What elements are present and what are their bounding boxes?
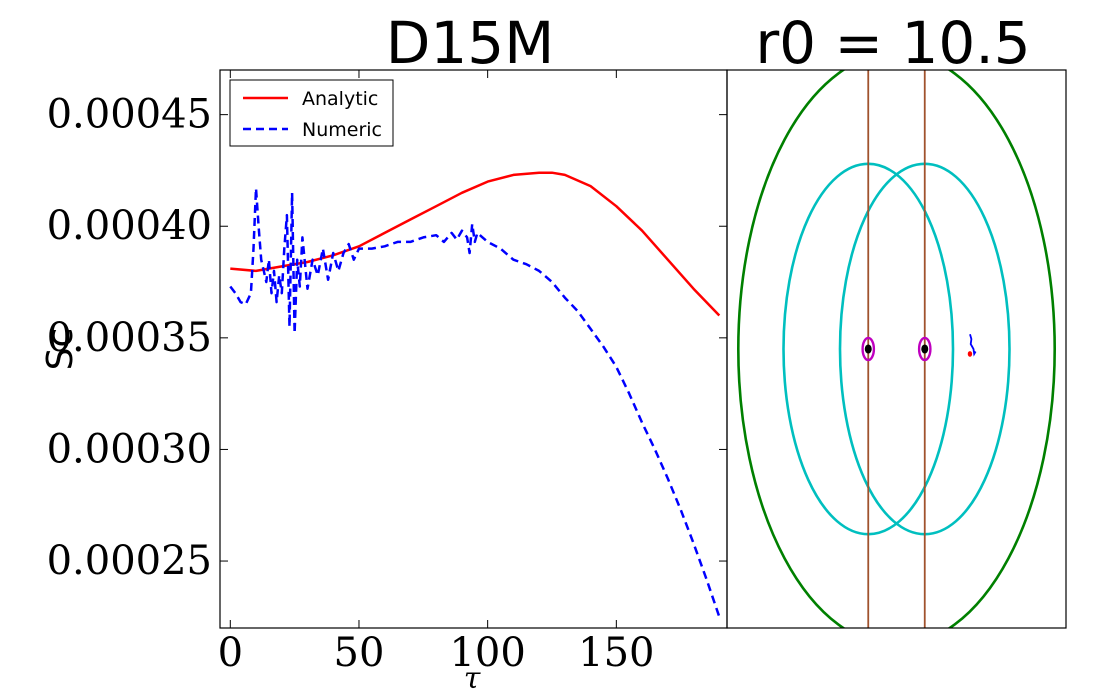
red-dot	[967, 351, 973, 357]
legend-label-analytic: Analytic	[302, 88, 378, 110]
y-tick-label: 0.00045	[47, 92, 212, 138]
x-tick-label: 0	[218, 630, 243, 676]
outer-ellipse	[737, 70, 1056, 628]
left-plot-frame	[219, 69, 728, 629]
chart-title-right: r0 = 10.5	[755, 9, 1030, 77]
x-tick-label: 150	[578, 630, 654, 676]
y-axis-ticks: 0.00025 0.00030 0.00035 0.00040 0.00045	[47, 92, 727, 584]
x-axis-ticks: 0 50 100 150	[218, 70, 655, 676]
x-tick-label: 50	[334, 630, 385, 676]
series-line-numeric	[229, 187, 721, 618]
right-diagram	[726, 69, 1067, 629]
series-line-analytic	[230, 171, 721, 317]
y-tick-label: 0.00025	[47, 538, 212, 584]
chart-title-left: D15M	[386, 9, 555, 77]
right-plot-frame	[726, 69, 1067, 629]
y-axis-label: Sc	[40, 328, 81, 371]
right-marker-ring	[917, 336, 932, 362]
diagram-shapes	[737, 70, 1056, 628]
x-axis-label: τ	[464, 661, 481, 696]
left-plot: 0.00025 0.00030 0.00035 0.00040 0.00045 0 50 1…	[40, 69, 728, 696]
legend: Analytic Numeric	[229, 79, 394, 147]
y-tick-label: 0.00040	[47, 203, 212, 249]
small-trajectory	[969, 333, 977, 357]
left-marker-ring	[861, 336, 876, 362]
y-tick-label: 0.00030	[47, 426, 212, 472]
legend-label-numeric: Numeric	[302, 119, 382, 141]
left-dot	[864, 344, 872, 354]
series-group	[229, 171, 721, 618]
x-tick-label: 100	[449, 630, 525, 676]
right-dot	[921, 344, 929, 354]
y-tick-label: 0.00035	[47, 315, 212, 361]
legend-box	[229, 79, 394, 147]
